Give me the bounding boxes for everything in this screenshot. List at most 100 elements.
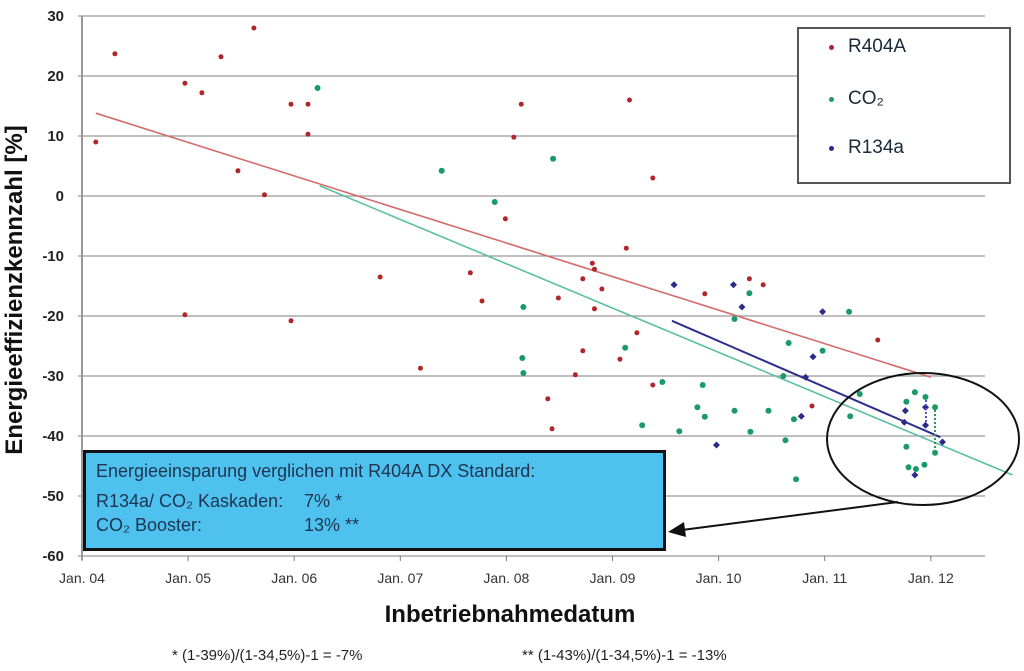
data-point-r404a [623,245,629,251]
data-point-r404a [305,131,311,137]
data-point-r404a [305,101,311,107]
data-point-co2 [676,428,683,435]
data-point-co2 [701,413,708,420]
data-point-r404a [875,337,881,343]
data-point-co2 [856,391,863,397]
annotation-row: R134a/ CO₂ Kaskaden: 7% * [96,489,653,513]
data-point-co2 [782,437,789,444]
x-tick-label: Jan. 12 [908,570,954,586]
data-point-r404a [809,403,815,409]
data-point-co2 [491,199,498,205]
data-point-r404a [199,90,205,96]
data-point-co2 [699,382,706,388]
data-point-co2 [622,344,629,351]
data-point-co2 [550,155,557,162]
data-point-r404a [218,54,224,60]
data-point-r404a [555,295,561,301]
y-tick-label: -10 [42,248,64,265]
data-point-co2 [520,304,527,310]
data-point-co2 [790,416,797,423]
data-point-r404a [599,286,605,292]
data-point-co2 [847,413,854,420]
data-point-co2 [903,443,910,450]
y-tick-label: 20 [47,68,64,85]
annotation-value: 13% ** [304,515,360,535]
annotation-title: Energieeinsparung verglichen mit R404A D… [96,461,536,481]
data-point-r404a [182,312,188,318]
legend-label: R134a [848,137,904,158]
data-point-r404a [251,25,257,31]
data-point-r404a [617,356,623,362]
data-point-co2 [731,407,738,414]
data-point-co2 [747,428,754,435]
x-tick-labels: Jan. 04 Jan. 05 Jan. 06 Jan. 07 Jan. 08 Jan. … [59,570,954,586]
x-tick-label: Jan. 06 [271,570,317,586]
data-point-co2 [932,449,939,456]
data-point-co2 [765,407,772,414]
data-point-r404a [760,282,766,288]
highlight-ellipse [826,372,1020,506]
data-point-r404a [650,175,656,181]
data-point-r404a [511,134,517,140]
y-axis-title: Energieeffizienzkennzahl [%] [1,125,28,454]
legend: R404A CO₂ R134a [797,27,1011,184]
data-point-r404a [572,372,578,378]
data-point-r404a [93,139,99,145]
data-point-r404a [626,97,632,103]
legend-label: R404A [848,36,907,57]
data-point-r134a [900,418,908,426]
annotation-row: CO₂ Booster: 13% ** [96,513,653,537]
footnote-1: * (1-39%)/(1-34,5%)-1 = -7% [172,647,363,664]
data-point-r404a [377,274,383,280]
data-point-r404a [182,80,188,86]
trend-line-r404a [95,112,932,378]
y-tick-label: 10 [47,128,64,145]
y-tick-label: 30 [47,8,64,25]
legend-marker-r404a [829,44,834,50]
x-tick-label: Jan. 05 [165,570,211,586]
data-point-r404a [545,396,551,402]
data-point-r134a [802,373,810,381]
y-tick-label: -20 [42,308,64,325]
data-point-r134a [921,403,929,411]
y-tick-label: -60 [42,548,64,565]
x-tick-label: Jan. 09 [590,570,636,586]
data-point-r134a [819,308,827,316]
annotation-label: CO₂ Booster: [96,515,203,535]
data-point-r134a [729,281,737,289]
annotation-value: 7% * [304,491,343,511]
data-point-r134a [901,407,909,415]
gridlines [78,15,985,561]
data-point-r134a [738,303,746,311]
trend-line-co2 [319,185,1013,476]
data-point-co2 [659,379,666,385]
data-point-r404a [479,298,485,304]
data-point-co2 [912,466,919,472]
arrow-head-icon [668,522,686,537]
x-axis-title: Inbetriebnahmedatum [385,601,636,628]
data-point-co2 [921,461,928,468]
x-tick-label: Jan. 10 [696,570,742,586]
data-point-co2 [520,370,527,376]
data-point-r404a [502,216,508,222]
data-point-co2 [905,464,912,471]
annotation-label: R134a/ CO₂ Kaskaden: [96,491,284,511]
data-point-r404a [580,276,586,282]
legend-item-co2: CO₂ [829,88,884,110]
data-point-r404a [580,348,586,354]
data-point-r404a [702,291,708,297]
data-point-co2 [785,340,792,346]
data-point-r404a [518,101,524,107]
data-point-co2 [793,476,800,483]
data-point-r134a [670,281,678,289]
data-point-co2 [639,422,646,429]
legend-item-r134a: R134a [829,137,904,159]
data-point-co2 [780,373,787,379]
y-tick-label: -40 [42,428,64,445]
data-point-r404a [746,276,752,282]
data-point-r404a [235,168,241,174]
data-point-r404a [591,266,597,272]
data-point-r404a [589,260,595,266]
data-point-r134a [809,353,817,361]
